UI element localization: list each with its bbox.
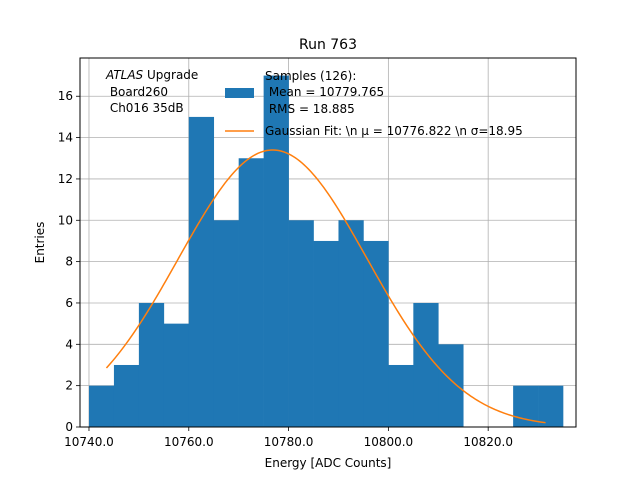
histogram-bar-14 [438,344,464,427]
histogram-bar-1 [113,364,140,427]
legend-fit-label: Gaussian Fit: \n μ = 10776.822 \n σ=18.9… [265,124,523,138]
histogram-bar-12 [388,364,414,427]
atlas-annotation: ATLAS Upgrade Board260 Ch016 35dB [105,68,198,115]
svg-text:ATLAS Upgrade: ATLAS Upgrade [105,68,198,82]
y-tick-label-4: 8 [65,255,73,269]
gaussian-fit-curve [105,149,546,424]
annotation-board: Board260 [106,85,168,99]
histogram-bar-0 [88,385,115,427]
legend-samples-line: Samples (126): [265,69,356,83]
y-tick-label-1: 2 [65,379,73,393]
legend-rms-line: RMS = 18.885 [265,102,355,116]
histogram-bar-17 [513,385,539,427]
histogram-bar-7 [263,75,289,428]
legend-mean-line: Mean = 10779.765 [265,85,384,99]
histogram-bars [88,75,564,428]
histogram-bar-4 [188,116,215,428]
x-tick-label-4: 10820.0 [463,435,513,449]
legend-histogram-swatch [225,88,254,98]
histogram-bar-11 [363,240,389,427]
legend: Samples (126): Mean = 10779.765 RMS = 18… [225,69,523,138]
y-tick-label-8: 16 [58,89,73,103]
y-axis-label: Entries [33,222,47,264]
histogram-bar-13 [413,302,439,427]
y-tick-label-3: 6 [65,296,73,310]
histogram-bar-10 [338,220,364,427]
histogram-bar-3 [163,323,190,427]
y-tick-label-2: 4 [65,337,73,351]
y-tick-label-6: 12 [58,172,73,186]
plot-frame [79,57,577,428]
histogram-bar-2 [138,302,165,427]
annotation-channel: Ch016 35dB [106,101,184,115]
histogram-bar-9 [313,240,339,427]
x-tick-label-3: 10800.0 [364,435,414,449]
x-axis-label: Energy [ADC Counts] [265,456,392,470]
histogram-bar-5 [213,220,239,427]
histogram-bar-8 [288,220,314,427]
y-tick-label-7: 14 [58,131,73,145]
y-tick-label-0: 0 [65,420,73,434]
x-axis-ticks: 10740.0 10760.0 10780.0 10800.0 10820.0 [64,427,513,449]
annotation-upgrade: Upgrade [143,68,198,82]
x-tick-label-1: 10760.0 [164,435,214,449]
y-tick-label-5: 10 [58,213,73,227]
x-tick-label-2: 10780.0 [264,435,314,449]
x-tick-label-0: 10740.0 [64,435,114,449]
histogram-bar-18 [538,385,564,427]
annotation-atlas: ATLAS [105,68,144,82]
y-axis-ticks: 0 2 4 6 8 10 12 14 16 [58,89,80,434]
chart-title: Run 763 [299,37,357,53]
histogram-bar-6 [238,158,264,427]
